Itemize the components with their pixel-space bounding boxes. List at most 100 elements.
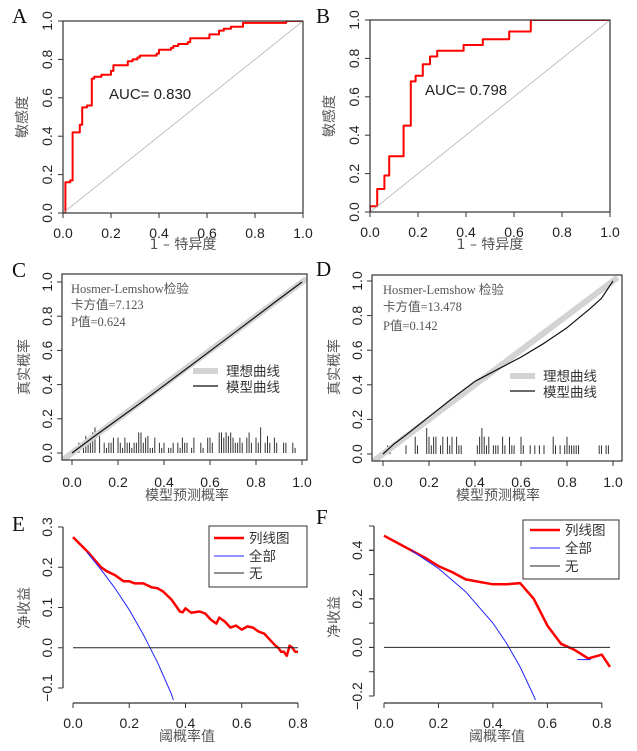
- x-tick-label: 0.2: [120, 715, 140, 731]
- panel-c: 0.0 0.2 0.4 0.6 0.8 1.0 0.0 0.2 0.4 0.6 0.8 1.0: [39, 272, 312, 490]
- y-tick-label: 0.4: [39, 375, 55, 395]
- y-tick-label: 0.2: [39, 557, 55, 577]
- x-tick-label: 0.6: [511, 474, 531, 490]
- x-tick-label: 0.6: [200, 474, 220, 490]
- panel-letter-b: B: [316, 4, 330, 28]
- x-tick-label: 1.0: [292, 474, 312, 490]
- x-tick-label: 0.2: [108, 474, 128, 490]
- y-tick-label: 0.8: [346, 48, 362, 68]
- y-tick-label: 0.6: [346, 87, 362, 107]
- legend-label-none-f: 无: [565, 559, 579, 575]
- hl-chisq-c: 卡方值=7.123: [71, 297, 144, 312]
- x-tick-label: 0.4: [465, 474, 485, 490]
- y-tick-label: 0.0: [346, 202, 362, 222]
- x-tick-label: 0.4: [456, 224, 476, 240]
- x-tick-label: 0.6: [538, 715, 558, 731]
- y-tick-label: 0.1: [39, 598, 55, 618]
- hl-pvalue-d: P值=0.142: [383, 318, 438, 333]
- hl-test-title-d: Hosmer-Lemshow 检验: [383, 282, 504, 297]
- y-tick-label: 1.0: [39, 272, 55, 292]
- y-tick-label: 0.4: [346, 125, 362, 145]
- series-1-c: [71, 281, 303, 454]
- ylabel-d: 真实概率: [326, 339, 343, 395]
- x-tick-label: 0.6: [197, 225, 217, 241]
- x-tick-label: 0.0: [374, 715, 394, 731]
- ylabel-e: 净收益: [17, 587, 33, 629]
- panel-e: 0.0 0.2 0.4 0.6 0.8 −0.1 0.0 0.1 0.2 0.3: [39, 517, 308, 731]
- legend-label-ideal-d: 理想曲线: [543, 369, 597, 385]
- reference-diagonal-a: [63, 21, 303, 213]
- xlabel-b: 1 – 特异度: [457, 237, 524, 253]
- x-tick-label: 0.4: [176, 715, 196, 731]
- x-tick-label: 0.8: [557, 474, 577, 490]
- xlabel-c: 模型预测概率: [145, 487, 229, 504]
- xlabel-d: 模型预测概率: [456, 487, 540, 504]
- panel-f: 0.0 0.2 0.4 0.6 0.8 −0.2 0.0 0.2 0.4: [349, 525, 612, 731]
- y-tick-label: 0.0: [39, 443, 55, 463]
- panel-b: 0.0 0.2 0.4 0.6 0.8 1.0 0.0 0.2 0.4 0.6 0.8 1.0: [346, 10, 620, 240]
- hl-pvalue-c: P值=0.624: [71, 314, 126, 329]
- xlabel-a: 1 – 特异度: [150, 237, 217, 253]
- legend-label-nomogram-e: 列线图: [249, 531, 290, 547]
- x-tick-label: 0.6: [504, 224, 524, 240]
- x-tick-label: 0.4: [154, 474, 174, 490]
- plot-frame-b: [369, 19, 611, 213]
- y-tick-label: 0.4: [349, 540, 365, 560]
- x-tick-label: 0.2: [101, 225, 121, 241]
- y-tick-label: −0.1: [39, 674, 55, 702]
- x-tick-label: 1.0: [600, 224, 620, 240]
- hl-chisq-d: 卡方值=13.478: [383, 299, 462, 314]
- plot-frame-d: [371, 274, 623, 462]
- x-tick-label: 0.8: [592, 715, 612, 731]
- y-tick-label: 0.0: [349, 444, 365, 464]
- x-tick-label: 0.8: [552, 224, 572, 240]
- y-tick-label: 0.4: [349, 375, 365, 395]
- series-1-f: [410, 549, 536, 700]
- xlabel-e: 阈概率值: [159, 728, 215, 745]
- x-tick-label: 0.8: [246, 474, 266, 490]
- panel-letter-f: F: [316, 505, 328, 529]
- x-tick-label: 0.0: [373, 474, 393, 490]
- series-1-e: [86, 552, 174, 700]
- ylabel-b: 敏感度: [321, 95, 338, 137]
- x-tick-label: 0.0: [62, 474, 82, 490]
- auc-annotation-a: AUC= 0.830: [109, 86, 191, 103]
- ylabel-c: 真实概率: [16, 339, 33, 395]
- plot-area-b: [370, 20, 610, 212]
- series-1-d: [382, 280, 614, 455]
- y-tick-label: 0.2: [349, 589, 365, 609]
- plot-area-e: [72, 536, 298, 700]
- series-0-d: [372, 275, 620, 461]
- x-tick-label: 0.0: [53, 225, 73, 241]
- y-tick-label: 0.8: [39, 306, 55, 326]
- ylabel-a: 敏感度: [14, 96, 31, 138]
- x-tick-label: 0.6: [232, 715, 252, 731]
- x-tick-label: 0.4: [149, 225, 169, 241]
- legend-label-model-c: 模型曲线: [226, 380, 280, 396]
- x-tick-label: 0.0: [360, 224, 380, 240]
- panel-letter-e: E: [12, 512, 25, 536]
- y-tick-label: 0.8: [39, 49, 55, 69]
- x-tick-label: 0.2: [419, 474, 439, 490]
- series-0-f: [383, 534, 612, 668]
- y-tick-label: 0.0: [39, 638, 55, 658]
- y-tick-label: 0.2: [349, 409, 365, 429]
- y-tick-label: 0.2: [346, 164, 362, 184]
- plot-area-c: [62, 276, 307, 460]
- y-tick-label: 0.8: [349, 306, 365, 326]
- plot-frame-a: [62, 20, 304, 214]
- series-0-e: [72, 536, 298, 658]
- x-tick-label: 0.0: [63, 715, 83, 731]
- x-tick-label: 1.0: [293, 225, 313, 241]
- y-tick-label: 0.6: [39, 88, 55, 108]
- plot-area-f: [383, 534, 612, 700]
- reference-diagonal-b: [370, 20, 610, 212]
- panel-letter-c: C: [12, 258, 26, 282]
- x-tick-label: 0.8: [245, 225, 265, 241]
- y-tick-label: 0.0: [39, 203, 55, 223]
- legend-label-nomogram-f: 列线图: [565, 523, 606, 539]
- y-tick-label: 1.0: [349, 271, 365, 291]
- y-tick-label: 0.6: [39, 340, 55, 360]
- panel-a: 0.0 0.2 0.4 0.6 0.8 1.0 0.0 0.2 0.4 0.6 0.8 1.0: [39, 11, 313, 241]
